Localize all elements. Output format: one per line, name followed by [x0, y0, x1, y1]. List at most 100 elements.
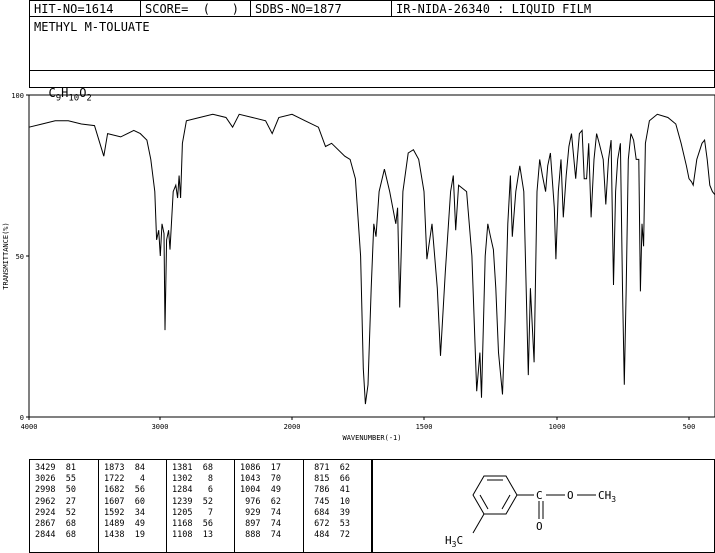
peak-wavenumber: 1302: [172, 474, 193, 485]
peak-table-row: 1873 84: [104, 463, 145, 474]
peak-wavenumber: 976: [240, 496, 261, 507]
x-tick-label: 4000: [21, 423, 38, 431]
header-separator-1: [140, 0, 141, 17]
peak-table-row: 929 74: [240, 508, 281, 519]
peak-table-row: 1108 13: [172, 530, 213, 541]
measurement-method: IR-NIDA-26340 : LIQUID FILM: [396, 2, 592, 16]
peak-table-row: 2867 68: [35, 519, 76, 530]
y-tick-label: 50: [16, 253, 24, 261]
structure-box: [372, 459, 715, 553]
peak-transmittance: 4: [124, 474, 145, 485]
peak-transmittance: 7: [192, 507, 213, 518]
peak-wavenumber: 1873: [104, 463, 125, 473]
peak-table-row: 1607 60: [104, 497, 145, 508]
formula-h-count: 10: [68, 93, 80, 104]
molecular-formula: C9H10O2: [34, 72, 91, 105]
peak-transmittance: 19: [124, 530, 145, 541]
peak-wavenumber: 2924: [35, 507, 56, 518]
x-tick-label: 1000: [549, 423, 566, 431]
peak-wavenumber: 888: [240, 530, 261, 541]
peak-table-row: 745 10: [309, 497, 350, 508]
peak-wavenumber: 871: [309, 463, 330, 473]
spectrum-line: [28, 113, 715, 405]
peak-table-row: 1004 49: [240, 485, 281, 496]
peak-wavenumber: 1043: [240, 474, 261, 485]
compound-name: METHYL M-TOLUATE: [34, 20, 150, 34]
peak-transmittance: 50: [55, 485, 76, 496]
peak-table-row: 2844 68: [35, 530, 76, 541]
formula-h: H: [61, 86, 69, 100]
formula-c-count: 9: [55, 93, 62, 104]
peak-wavenumber: 484: [309, 530, 330, 541]
peak-transmittance: 62: [260, 496, 281, 507]
peak-table-row: 3429 81: [35, 463, 76, 474]
x-axis-ticks: 4000 3000 2000 1500 1000 500: [21, 417, 696, 431]
peak-table-row: 1682 56: [104, 485, 145, 496]
sdbs-number: SDBS-NO=1877: [255, 2, 342, 16]
peak-transmittance: 70: [260, 474, 281, 485]
peak-transmittance: 68: [55, 530, 76, 541]
peak-table-row: 1239 52: [172, 497, 213, 508]
peak-table-column: 1086 17 1043 70 1004 49 976 62 929 74 897 …: [240, 463, 281, 541]
peak-col-separator-1: [98, 459, 99, 553]
peak-table-row: 897 74: [240, 519, 281, 530]
peak-wavenumber: 1239: [172, 496, 193, 507]
peak-wavenumber: 2962: [35, 496, 56, 507]
peak-transmittance: 10: [329, 496, 350, 507]
y-tick-label: 100: [11, 92, 24, 100]
peak-table-row: 815 66: [309, 474, 350, 485]
peak-table-row: 786 41: [309, 485, 350, 496]
peak-wavenumber: 1722: [104, 474, 125, 485]
peak-transmittance: 68: [55, 518, 76, 529]
peak-transmittance: 66: [329, 474, 350, 485]
formula-o: O: [79, 86, 87, 100]
peak-transmittance: 27: [55, 496, 76, 507]
peak-transmittance: 74: [260, 530, 281, 541]
peak-wavenumber: 1284: [172, 485, 193, 496]
peak-table-row: 1205 7: [172, 508, 213, 519]
peak-wavenumber: 1205: [172, 507, 193, 518]
peak-wavenumber: 1438: [104, 530, 125, 541]
peak-transmittance: 41: [329, 485, 350, 496]
peak-table-row: 2924 52: [35, 508, 76, 519]
peak-table-row: 1168 56: [172, 519, 213, 530]
peak-wavenumber: 2998: [35, 485, 56, 496]
peak-transmittance: 74: [260, 507, 281, 518]
x-tick-label: 1500: [416, 423, 433, 431]
peak-transmittance: 52: [55, 507, 76, 518]
peak-table-row: 1086 17: [240, 463, 281, 474]
peak-table-row: 1722 4: [104, 474, 145, 485]
peak-transmittance: 60: [124, 496, 145, 507]
peak-transmittance: 49: [260, 485, 281, 496]
peak-table-row: 684 39: [309, 508, 350, 519]
peak-wavenumber: 1168: [172, 518, 193, 529]
formula-divider: [29, 70, 715, 71]
peak-wavenumber: 1381: [172, 463, 193, 473]
peak-wavenumber: 1607: [104, 496, 125, 507]
peak-table-row: 672 53: [309, 519, 350, 530]
peak-table-column: 871 62 815 66 786 41 745 10 684 39 672 5…: [309, 463, 350, 541]
peak-transmittance: 34: [124, 507, 145, 518]
peak-transmittance: 13: [192, 530, 213, 541]
peak-wavenumber: 897: [240, 518, 261, 529]
peak-table-row: 484 72: [309, 530, 350, 541]
peak-table-row: 871 62: [309, 463, 350, 474]
peak-transmittance: 49: [124, 518, 145, 529]
peak-wavenumber: 684: [309, 507, 330, 518]
peak-table-row: 1381 68: [172, 463, 213, 474]
peak-transmittance: 53: [329, 518, 350, 529]
peak-wavenumber: 2867: [35, 518, 56, 529]
x-tick-label: 3000: [152, 423, 169, 431]
peak-table-column: 1873 84 1722 4 1682 56 1607 60 1592 34 1489 4…: [104, 463, 145, 541]
peak-wavenumber: 1108: [172, 530, 193, 541]
peak-transmittance: 6: [192, 485, 213, 496]
peak-table-row: 888 74: [240, 530, 281, 541]
peak-wavenumber: 1086: [240, 463, 261, 473]
peak-table-row: 976 62: [240, 497, 281, 508]
peak-transmittance: 81: [55, 463, 76, 473]
hit-number: HIT-NO=1614: [34, 2, 114, 16]
peak-table-row: 1592 34: [104, 508, 145, 519]
x-tick-label: 500: [683, 423, 696, 431]
formula-c: C: [48, 86, 56, 100]
header-separator-2: [250, 0, 251, 17]
